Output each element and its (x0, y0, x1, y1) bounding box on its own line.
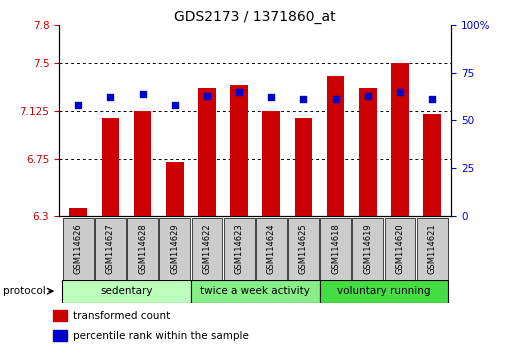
Bar (127, 218, 158, 280)
Bar (62, 280, 191, 303)
Text: GSM114625: GSM114625 (299, 223, 308, 274)
Text: transformed count: transformed count (73, 311, 170, 321)
Bar (95, 218, 126, 280)
Text: GSM114624: GSM114624 (267, 223, 276, 274)
Point (428, 97, 436, 102)
Bar (198, 88, 216, 216)
Bar (191, 280, 320, 303)
Point (267, 95, 275, 100)
Bar (327, 76, 345, 216)
Bar (102, 118, 120, 216)
Bar (134, 111, 151, 216)
Text: GSM114623: GSM114623 (234, 223, 244, 274)
Text: voluntary running: voluntary running (337, 286, 430, 296)
Bar (320, 218, 351, 280)
Bar (385, 218, 416, 280)
Text: twice a week activity: twice a week activity (200, 286, 310, 296)
Text: protocol: protocol (3, 286, 46, 296)
Text: GSM114626: GSM114626 (74, 223, 83, 274)
Point (139, 91, 147, 96)
Point (364, 93, 372, 98)
Text: GSM114622: GSM114622 (203, 223, 211, 274)
Point (171, 102, 179, 108)
Bar (320, 280, 448, 303)
Text: GSM114619: GSM114619 (363, 223, 372, 274)
Text: GSM114618: GSM114618 (331, 223, 340, 274)
Point (74, 102, 83, 108)
Text: GSM114628: GSM114628 (138, 223, 147, 274)
Text: percentile rank within the sample: percentile rank within the sample (73, 331, 249, 341)
Text: GSM114620: GSM114620 (396, 223, 404, 274)
Point (235, 89, 243, 95)
Bar (69, 208, 87, 216)
Bar (294, 118, 312, 216)
Bar (263, 111, 280, 216)
Text: GSM114627: GSM114627 (106, 223, 115, 274)
Point (300, 97, 308, 102)
Bar (256, 218, 287, 280)
Bar (352, 218, 383, 280)
Bar (160, 218, 190, 280)
Text: sedentary: sedentary (101, 286, 153, 296)
Bar (359, 88, 377, 216)
Bar (288, 218, 319, 280)
Bar (230, 85, 248, 216)
Point (396, 89, 404, 95)
Bar (53, 330, 67, 342)
Text: GSM114621: GSM114621 (428, 223, 437, 274)
Bar (53, 310, 67, 321)
Text: GSM114629: GSM114629 (170, 223, 180, 274)
Bar (423, 114, 441, 216)
Title: GDS2173 / 1371860_at: GDS2173 / 1371860_at (174, 10, 336, 24)
Bar (391, 63, 409, 216)
Point (203, 93, 211, 98)
Bar (417, 218, 447, 280)
Point (106, 95, 114, 100)
Bar (63, 218, 94, 280)
Point (331, 97, 340, 102)
Bar (191, 218, 223, 280)
Bar (166, 162, 184, 216)
Bar (224, 218, 254, 280)
